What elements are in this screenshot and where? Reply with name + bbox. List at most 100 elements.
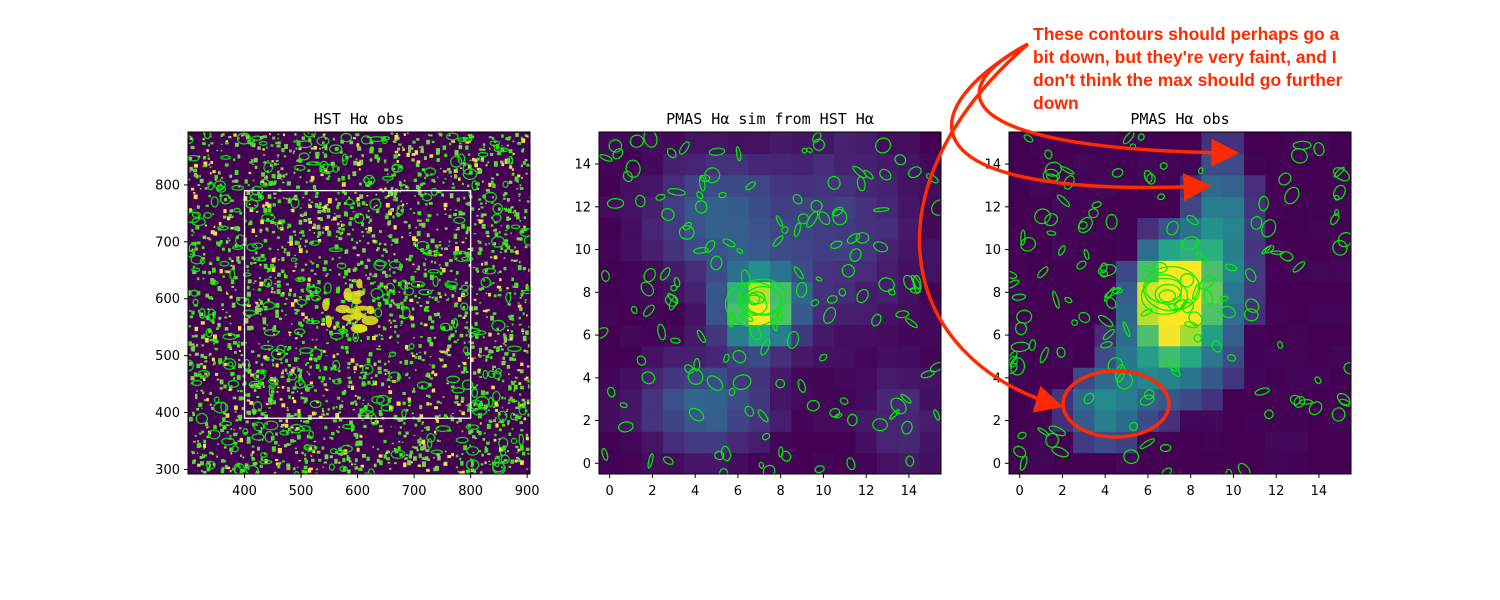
emission-speck (523, 216, 526, 220)
emission-speck (511, 427, 514, 430)
emission-speck (527, 379, 530, 383)
emission-speck (297, 409, 301, 413)
emission-speck (483, 279, 486, 282)
emission-speck (224, 270, 228, 273)
emission-speck (282, 219, 285, 224)
emission-speck (511, 323, 514, 326)
emission-speck (321, 231, 324, 234)
emission-speck (367, 258, 370, 262)
emission-speck (313, 446, 317, 449)
emission-speck (199, 373, 202, 375)
emission-speck (296, 168, 299, 170)
x-tick-label: 500 (289, 484, 314, 499)
emission-speck (195, 396, 198, 400)
emission-speck (277, 137, 280, 140)
emission-speck (520, 290, 524, 293)
emission-speck (296, 434, 301, 440)
emission-speck (196, 390, 199, 392)
emission-speck (417, 172, 420, 174)
emission-speck (517, 401, 520, 404)
emission-speck (406, 372, 409, 375)
emission-speck (352, 171, 357, 177)
pixel-cell (855, 260, 878, 283)
emission-speck (206, 435, 210, 439)
emission-speck (433, 180, 436, 183)
contour-loop (1196, 251, 1208, 265)
pixel-cell (1180, 260, 1202, 283)
emission-speck (408, 348, 411, 351)
pixel-cell (1329, 431, 1351, 454)
contour-blob (466, 446, 480, 456)
emission-speck (201, 344, 204, 347)
emission-speck (219, 183, 222, 185)
emission-speck (384, 299, 389, 305)
pixel-cell (1030, 409, 1053, 432)
emission-speck (246, 304, 251, 307)
pixel-cell (620, 452, 643, 474)
contour-blob (227, 379, 240, 388)
contour-loop (797, 378, 806, 393)
pixel-cell (1073, 281, 1096, 304)
emission-speck (385, 450, 390, 454)
emission-speck (292, 198, 296, 200)
emission-speck (341, 228, 345, 231)
emission-speck (271, 258, 276, 263)
contour-loop (1019, 455, 1028, 471)
emission-speck (211, 267, 216, 273)
emission-speck (453, 340, 457, 344)
contour-blob (450, 155, 463, 168)
emission-speck (448, 337, 451, 341)
emission-speck (342, 224, 346, 227)
emission-speck (212, 213, 215, 216)
emission-speck (439, 295, 442, 299)
emission-speck (366, 195, 369, 197)
emission-speck (431, 320, 435, 324)
emission-speck (444, 293, 447, 297)
emission-speck (461, 453, 464, 455)
emission-speck (370, 282, 374, 285)
emission-speck (473, 306, 478, 311)
emission-speck (419, 351, 422, 354)
emission-speck (206, 316, 211, 321)
emission-speck (486, 235, 490, 238)
emission-speck (524, 377, 528, 381)
emission-speck (519, 296, 522, 299)
pixel-cell (919, 324, 941, 347)
x-tick-label: 12 (1268, 484, 1285, 499)
emission-speck (524, 159, 528, 162)
contour-loop (1184, 321, 1199, 329)
emission-speck (273, 180, 277, 184)
emission-speck (372, 275, 375, 278)
emission-speck (384, 373, 387, 376)
emission-speck (473, 470, 477, 474)
emission-speck (400, 301, 404, 305)
emission-speck (528, 325, 530, 328)
emission-speck (506, 364, 511, 369)
contour-blob (421, 193, 433, 202)
pixel-cell (770, 260, 792, 283)
emission-speck (255, 361, 258, 364)
pixel-cell (1030, 238, 1053, 261)
contour-blob (363, 174, 376, 186)
emission-speck (431, 260, 433, 263)
pixel-cell (599, 345, 621, 368)
emission-speck (311, 411, 316, 416)
emission-speck (461, 182, 464, 186)
contour-blob (251, 135, 263, 141)
pixel-cell (876, 324, 899, 347)
pixel-cell (1329, 217, 1351, 240)
contour-loop (619, 402, 628, 409)
emission-speck (374, 273, 378, 278)
emission-speck (412, 390, 416, 393)
contour-blob (290, 257, 298, 262)
emission-speck (398, 440, 401, 443)
emission-speck (241, 256, 244, 259)
contour-blob (209, 280, 219, 285)
emission-speck (257, 446, 260, 451)
emission-speck (387, 371, 390, 375)
contour-loop (622, 170, 633, 183)
emission-speck (189, 363, 192, 366)
emission-speck (202, 365, 207, 369)
emission-core (361, 315, 379, 326)
emission-speck (524, 301, 527, 303)
